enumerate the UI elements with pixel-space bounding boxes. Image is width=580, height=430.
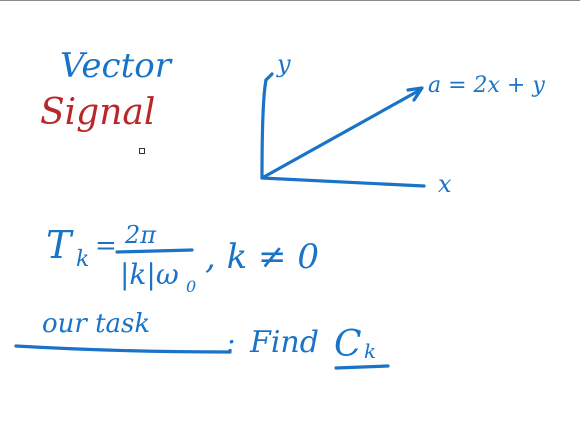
pen-cursor-icon	[139, 148, 145, 154]
vector-equation-label: a = 2x + y	[428, 73, 545, 98]
task-text: our task	[42, 309, 150, 339]
formula-denominator-subscript: 0	[186, 277, 196, 296]
task-underline	[16, 346, 230, 352]
formula-T-subscript: k	[76, 247, 89, 272]
title-vector: Vector	[60, 46, 173, 86]
formula-condition: , k ≠ 0	[205, 237, 319, 277]
formula-equals: =	[95, 231, 117, 261]
task-target-subscript: k	[364, 339, 376, 363]
y-axis-label: y	[276, 50, 291, 78]
task-colon: :	[226, 326, 235, 359]
x-axis-label: x	[438, 170, 452, 198]
title-signal: Signal	[40, 92, 155, 133]
formula-fraction-bar	[117, 250, 192, 252]
formula-numerator: 2π	[124, 221, 157, 249]
formula-T: T	[46, 223, 74, 267]
task-target-C: C	[334, 324, 362, 365]
vector-arrow-line	[262, 90, 420, 178]
task-find: Find	[249, 325, 319, 360]
formula-denominator: |k|ω	[120, 258, 179, 291]
y-axis-tick	[266, 74, 272, 80]
task-target-underline	[336, 366, 388, 368]
